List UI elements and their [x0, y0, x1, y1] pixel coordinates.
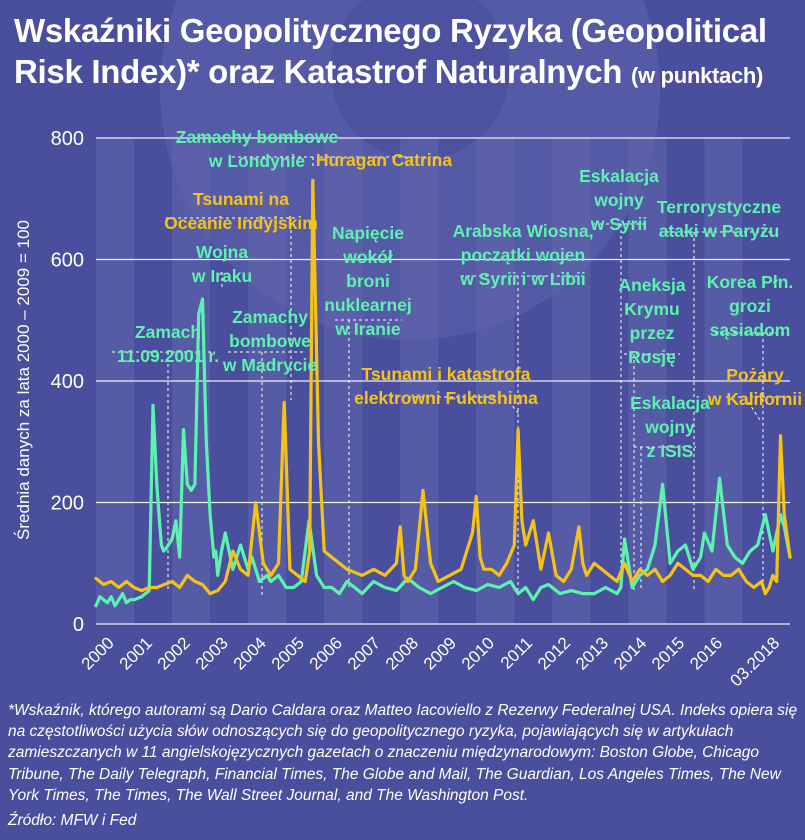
chart-svg: 0 200 400 600 800 Średnia danych za lata 200… — [14, 127, 802, 690]
annotation-label: Krymu — [624, 299, 679, 319]
annotation-label: grozi — [729, 296, 771, 316]
chart-title: Wskaźniki Geopolitycznego Ryzyka (Geopol… — [14, 10, 794, 96]
x-tick-label: 2000 — [78, 633, 118, 673]
y-tick-label: 400 — [51, 371, 84, 393]
annotation-label: Tsunami i katastrofa — [362, 364, 531, 384]
annotation-label: 11.09.2001 r. — [117, 346, 219, 366]
annotation-label: z ISIS — [647, 441, 694, 461]
annotation-label: Eskalacja — [579, 166, 659, 186]
annotation-label: wokół — [342, 247, 393, 267]
annotation-label: Aneksja — [618, 275, 685, 295]
annotation-label: Napięcie — [332, 223, 404, 243]
annotation-label: Zamachy — [232, 307, 308, 327]
y-tick-label: 0 — [73, 614, 84, 636]
annotation-leader — [744, 396, 761, 421]
x-tick-label: 2009 — [420, 633, 460, 673]
annotation-label: w Londynie — [208, 151, 306, 171]
x-axis: 2000200120022003200420052006200720082009… — [78, 633, 784, 690]
annotation-label: Zamachy bombowe — [176, 127, 339, 147]
annotation-label: Rosję — [628, 347, 676, 367]
x-tick-label: 2012 — [534, 633, 574, 673]
x-tick-label: 2016 — [686, 633, 726, 673]
x-tick-label: 2008 — [382, 633, 422, 673]
y-axis: 0 200 400 600 800 — [51, 128, 84, 636]
annotation-label: bombowe — [229, 331, 311, 351]
annotation-label: nuklearnej — [324, 295, 412, 315]
x-tick-label: 2013 — [572, 633, 612, 673]
y-tick-label: 200 — [51, 493, 84, 515]
annotation-label: przez — [630, 323, 675, 343]
annotation-label: Huragan Catrina — [316, 150, 452, 170]
annotation-label: w Syrii i w Libii — [459, 269, 585, 289]
annotation-label: w Iraku — [191, 266, 252, 286]
title-unit: (w punktach) — [631, 63, 764, 88]
y-axis-label: Średnia danych za lata 2000 – 2009 = 100 — [14, 220, 33, 540]
annotation-label: w Kalifornii — [707, 389, 802, 409]
annotation-label: Terrorystyczne — [657, 197, 781, 217]
x-tick-label: 2007 — [344, 633, 384, 673]
annotation-label: sąsiadom — [710, 320, 791, 340]
annotation-label: Korea Płn. — [707, 272, 794, 292]
annotations: Zamach 11.09.2001 r. Wojna w Iraku Zamachy bo… — [117, 127, 802, 461]
annotation-label: początki wojen — [461, 245, 585, 265]
annotation-label: broni — [346, 271, 390, 291]
series-lines — [94, 178, 792, 608]
x-tick-label: 2001 — [116, 633, 156, 673]
y-tick-label: 800 — [51, 128, 84, 150]
x-tick-label: 03.2018 — [726, 633, 783, 690]
footnote: *Wskaźnik, którego autorami są Dario Cal… — [8, 702, 798, 804]
x-tick-label: 2011 — [497, 633, 536, 672]
annotation-label: w Syrii — [590, 214, 647, 234]
x-tick-label: 2004 — [230, 633, 270, 673]
annotation-leader — [504, 396, 521, 416]
x-tick-label: 2015 — [648, 633, 688, 673]
annotation-label: Arabska Wiosna, — [453, 221, 594, 241]
geopolitical-risk-line — [94, 297, 792, 608]
annotation-label: wojny — [644, 417, 695, 437]
title-main: Wskaźniki Geopolitycznego Ryzyka (Geopol… — [14, 12, 767, 90]
annotation-label: Zamach — [135, 322, 201, 342]
y-tick-label: 600 — [51, 250, 84, 272]
gridlines — [96, 137, 790, 625]
annotation-label: Oceanie Indyjskim — [164, 213, 318, 233]
x-tick-label: 2003 — [192, 633, 232, 673]
annotation-label: w Iranie — [334, 319, 400, 339]
x-tick-label: 2014 — [610, 633, 650, 673]
x-tick-label: 2010 — [458, 633, 498, 673]
annotation-label: Pożary — [726, 365, 784, 385]
x-tick-label: 2006 — [306, 633, 346, 673]
annotation-label: ataki w Paryżu — [659, 221, 780, 241]
x-tick-label: 2002 — [154, 633, 194, 673]
annotation-label: wojny — [593, 190, 644, 210]
background-logo-inner — [330, 0, 510, 160]
annotation-label: Eskalacja — [630, 393, 710, 413]
natural-disasters-line — [94, 178, 792, 596]
annotation-label: Tsunami na — [193, 189, 289, 209]
annotation-label: w Madrycie — [222, 355, 318, 375]
source: Źródło: MFW i Fed — [8, 812, 137, 829]
x-tick-label: 2005 — [268, 633, 308, 673]
annotation-label: Wojna — [196, 242, 248, 262]
annotation-label: elektrowni Fukushima — [354, 388, 538, 408]
